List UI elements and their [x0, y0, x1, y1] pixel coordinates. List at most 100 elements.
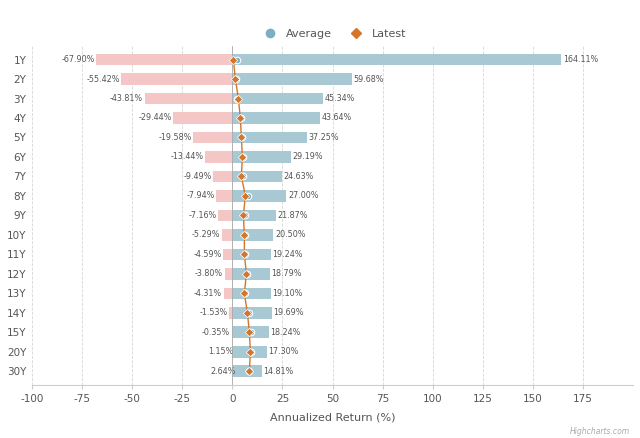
Bar [232, 268, 270, 280]
Point [240, 231, 250, 238]
Bar [232, 365, 237, 377]
Point [243, 192, 253, 199]
Text: -7.94%: -7.94% [186, 191, 215, 201]
Bar [232, 54, 561, 65]
Text: -1.53%: -1.53% [200, 308, 228, 318]
Point [246, 348, 257, 355]
Text: -4.31%: -4.31% [194, 289, 222, 298]
X-axis label: Annualized Return (%): Annualized Return (%) [270, 412, 396, 422]
Bar [193, 132, 232, 143]
Point [244, 368, 255, 375]
Bar [173, 112, 232, 124]
Bar [232, 73, 352, 85]
Text: 20.50%: 20.50% [275, 230, 305, 240]
Point [240, 192, 250, 199]
Bar [232, 170, 282, 182]
Text: 164.11%: 164.11% [563, 55, 598, 64]
Point [239, 251, 250, 258]
Point [230, 75, 241, 82]
Text: 19.10%: 19.10% [272, 289, 303, 298]
Bar [232, 346, 267, 358]
Point [236, 173, 246, 180]
Text: -7.16%: -7.16% [188, 211, 216, 220]
Text: 19.24%: 19.24% [273, 250, 303, 259]
Text: -4.59%: -4.59% [193, 250, 221, 259]
Point [231, 75, 241, 82]
Point [236, 114, 246, 121]
Text: 27.00%: 27.00% [288, 191, 319, 201]
Bar [224, 287, 232, 299]
Text: 2.64%: 2.64% [211, 367, 236, 376]
Text: 21.87%: 21.87% [278, 211, 308, 220]
Point [244, 309, 255, 316]
Point [240, 251, 250, 258]
Point [239, 231, 250, 238]
Bar [218, 209, 232, 221]
Text: 17.30%: 17.30% [269, 347, 299, 356]
Text: -55.42%: -55.42% [86, 74, 120, 84]
Bar [232, 112, 320, 124]
Text: 37.25%: 37.25% [308, 133, 339, 142]
Point [244, 368, 255, 375]
Bar [213, 170, 232, 182]
Point [238, 153, 248, 160]
Text: -13.44%: -13.44% [171, 152, 204, 162]
Text: 43.64%: 43.64% [321, 113, 351, 123]
Text: 18.24%: 18.24% [271, 328, 301, 337]
Bar [232, 229, 273, 241]
Text: Highcharts.com: Highcharts.com [570, 427, 630, 436]
Point [228, 56, 239, 63]
Text: 24.63%: 24.63% [284, 172, 314, 181]
Text: 59.68%: 59.68% [353, 74, 384, 84]
Bar [96, 54, 232, 65]
Bar [232, 93, 323, 104]
Point [240, 212, 250, 219]
Text: 45.34%: 45.34% [324, 94, 355, 103]
Point [243, 309, 253, 316]
Point [244, 329, 255, 336]
Bar [232, 365, 262, 377]
Point [238, 212, 248, 219]
Point [245, 348, 255, 355]
Point [232, 56, 243, 63]
Bar [205, 151, 232, 163]
Bar [216, 190, 232, 202]
Point [240, 290, 250, 297]
Text: -29.44%: -29.44% [138, 113, 172, 123]
Text: 1.15%: 1.15% [207, 347, 233, 356]
Bar [145, 93, 232, 104]
Text: 19.69%: 19.69% [273, 308, 304, 318]
Bar [232, 190, 287, 202]
Bar [232, 209, 276, 221]
Point [237, 134, 247, 141]
Text: -9.49%: -9.49% [184, 172, 212, 181]
Point [236, 114, 246, 121]
Text: 18.79%: 18.79% [271, 269, 302, 279]
Bar [229, 307, 232, 319]
Point [237, 153, 248, 160]
Point [241, 270, 252, 277]
Legend: Average, Latest: Average, Latest [255, 25, 410, 43]
Point [243, 270, 253, 277]
Text: 29.19%: 29.19% [292, 152, 323, 162]
Bar [225, 268, 232, 280]
Text: 14.81%: 14.81% [264, 367, 294, 376]
Bar [221, 229, 232, 241]
Text: -43.81%: -43.81% [110, 94, 143, 103]
Bar [232, 248, 271, 260]
Bar [232, 132, 307, 143]
Bar [122, 73, 232, 85]
Point [232, 95, 243, 102]
Point [236, 134, 246, 141]
Bar [232, 346, 235, 358]
Bar [232, 287, 271, 299]
Text: -67.90%: -67.90% [61, 55, 95, 64]
Bar [232, 307, 272, 319]
Text: -0.35%: -0.35% [202, 328, 230, 337]
Bar [232, 151, 291, 163]
Point [239, 290, 250, 297]
Text: -3.80%: -3.80% [195, 269, 223, 279]
Bar [223, 248, 232, 260]
Text: -19.58%: -19.58% [158, 133, 191, 142]
Point [238, 173, 248, 180]
